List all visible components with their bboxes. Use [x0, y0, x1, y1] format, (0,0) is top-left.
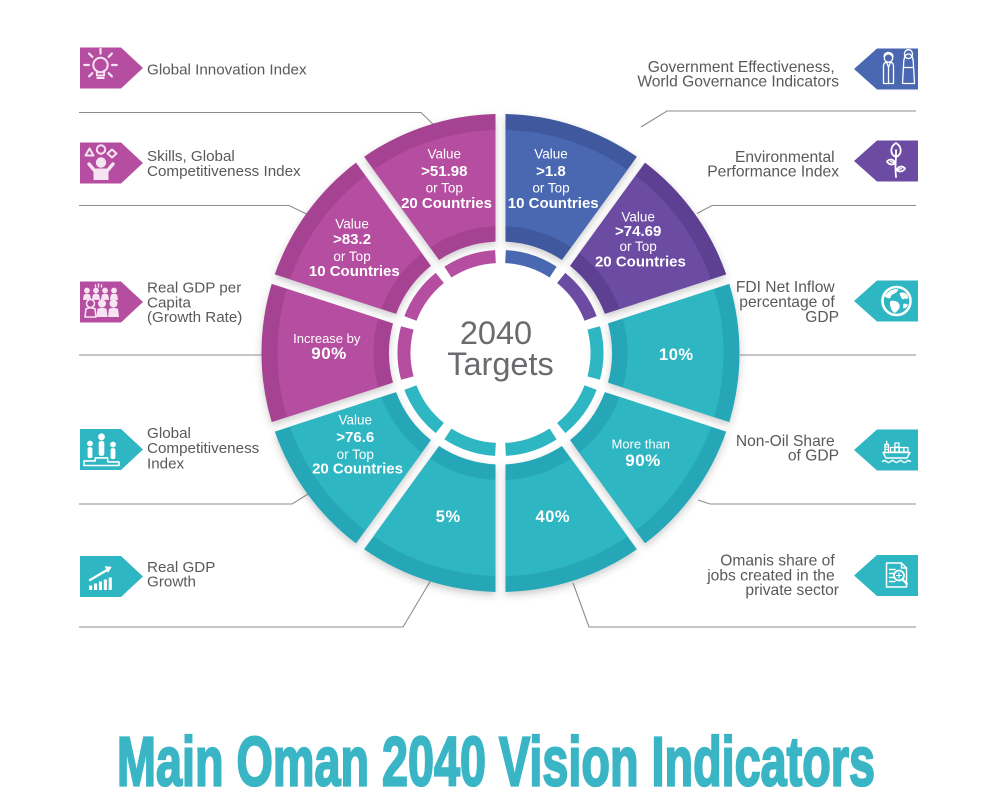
- svg-text:Value >76.6 or Top 20 Countrie: Value >76.6 or Top 20 Countries: [312, 411, 403, 477]
- svg-text:Skills, Global Competitiveness: Skills, Global Competitiveness Index: [147, 148, 301, 180]
- svg-text:Environmental Performance Inde: Environmental Performance Index: [707, 149, 839, 181]
- svg-text:Real GDP Growth: Real GDP Growth: [147, 559, 219, 591]
- svg-text:Non-Oil Share of GDP: Non-Oil Share of GDP: [736, 433, 839, 465]
- svg-text:More than 90%: More than 90%: [612, 435, 675, 470]
- svg-text:Omanis share of jobs created i: Omanis share of jobs created in the priv…: [706, 552, 839, 599]
- svg-text:Global Competitiveness Index: Global Competitiveness Index: [147, 425, 264, 472]
- svg-text:Real GDP per Capita (Growth Ra: Real GDP per Capita (Growth Rate): [147, 280, 246, 327]
- svg-text:2040 Targets: 2040 Targets: [447, 315, 554, 382]
- svg-text:FDI Net Inflow percentage of G: FDI Net Inflow percentage of GDP: [736, 279, 839, 326]
- svg-text:Value >83.2 or Top 10 Countrie: Value >83.2 or Top 10 Countries: [309, 216, 400, 281]
- svg-text:Main Oman 2040 Vision Indicato: Main Oman 2040 Vision Indicators: [117, 723, 875, 801]
- svg-text:Increase by 90%: Increase by 90%: [293, 330, 365, 363]
- svg-text:10%: 10%: [659, 346, 694, 364]
- svg-text:Value >1.8 or Top 10 Countries: Value >1.8 or Top 10 Countries: [508, 146, 599, 212]
- svg-text:Value >51.98 or Top 20 Countri: Value >51.98 or Top 20 Countries: [401, 146, 492, 212]
- svg-text:Government Effectiveness, Worl: Government Effectiveness, World Governan…: [637, 59, 839, 91]
- svg-text:Global Innovation Index: Global Innovation Index: [147, 61, 307, 78]
- svg-text:40%: 40%: [536, 508, 571, 526]
- svg-text:5%: 5%: [436, 508, 461, 526]
- svg-text:Value >74.69 or Top 20 Countri: Value >74.69 or Top 20 Countries: [595, 208, 686, 270]
